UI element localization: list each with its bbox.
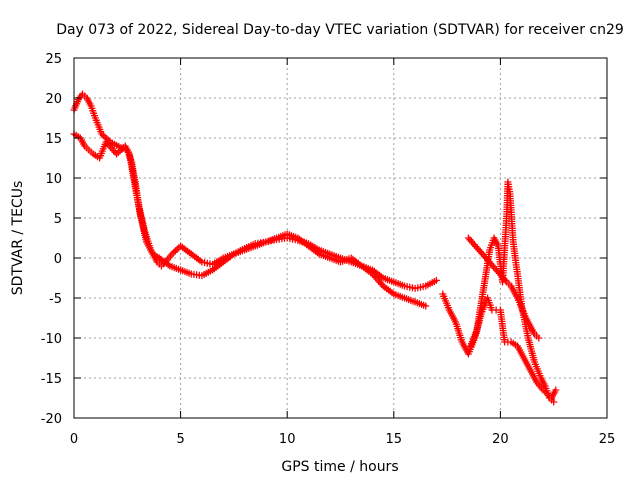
- data-point-marker: [422, 302, 430, 310]
- data-point-marker: [550, 398, 558, 406]
- chart-title: Day 073 of 2022, Sidereal Day-to-day VTE…: [56, 22, 624, 38]
- y-tick-label: 5: [54, 212, 62, 227]
- y-tick-label: 25: [45, 52, 62, 67]
- x-tick-label: 0: [70, 432, 78, 447]
- y-tick-label: -15: [41, 372, 62, 387]
- data-point-marker: [103, 135, 111, 143]
- x-tick-label: 25: [599, 432, 616, 447]
- series-side-track: [464, 234, 543, 342]
- data-point-marker: [101, 133, 109, 141]
- x-tick-label: 5: [176, 432, 184, 447]
- data-point-marker: [172, 247, 179, 255]
- y-tick-label: -5: [49, 292, 62, 307]
- x-tick-label: 15: [386, 432, 403, 447]
- y-tick-label: -20: [41, 412, 62, 427]
- data-point-marker: [535, 334, 543, 342]
- series-track-b: [70, 90, 430, 310]
- plot-frame: [73, 57, 608, 419]
- x-tick-label: 20: [492, 432, 509, 447]
- data-point-marker: [552, 386, 560, 394]
- x-axis-label: GPS time / hours: [281, 459, 398, 475]
- y-tick-label: 20: [45, 92, 62, 107]
- axis-ticks: 0 5 10 15 20 25 -20 -15 -10 -5 0 5 10 15 20 25: [41, 52, 616, 447]
- y-tick-label: 10: [45, 172, 62, 187]
- series-late-segments: [439, 290, 560, 402]
- data-point-marker: [170, 248, 178, 256]
- y-tick-label: 0: [54, 252, 62, 267]
- y-tick-label: -10: [41, 332, 62, 347]
- x-tick-label: 10: [279, 432, 296, 447]
- y-axis-label: SDTVAR / TECUs: [10, 181, 26, 296]
- y-tick-label: 15: [45, 132, 62, 147]
- data-point-marker: [432, 276, 440, 284]
